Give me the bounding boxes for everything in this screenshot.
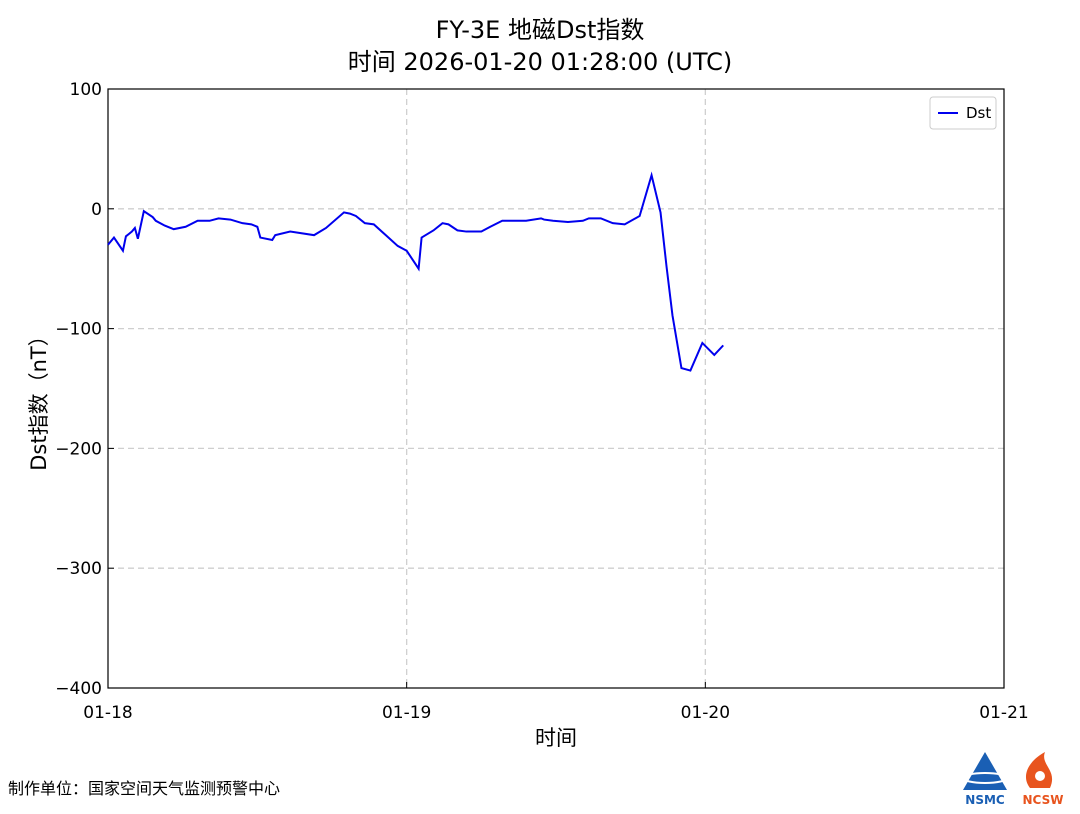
logo-ncsw: NCSW (1023, 752, 1064, 807)
y-tick-label: −300 (55, 559, 102, 579)
y-tick-label: −100 (55, 320, 102, 340)
data-line (107, 171, 724, 372)
plot-frame (107, 88, 1005, 689)
chart-title: FY-3E 地磁Dst指数 (436, 16, 645, 44)
y-axis-label: Dst指数（nT） (27, 325, 51, 470)
legend-label: Dst (966, 104, 991, 122)
x-tick-label: 01-20 (681, 703, 730, 723)
y-tick-label: −400 (55, 679, 102, 699)
y-tick-label: 100 (70, 80, 102, 100)
x-tick-label: 01-21 (979, 703, 1028, 723)
logo-shape (963, 752, 1007, 790)
legend-box (929, 96, 997, 130)
x-axis-label: 时间 (535, 726, 577, 750)
x-tick-label: 01-18 (83, 703, 132, 723)
logo-shape (1025, 752, 1053, 788)
y-tick-label: −200 (55, 439, 102, 459)
chart-subtitle: 时间 2026-01-20 01:28:00 (UTC) (348, 48, 732, 76)
logo-nsmc: NSMC (962, 752, 1008, 807)
logo-shape (1035, 771, 1045, 781)
logo-text: NCSW (1023, 793, 1064, 807)
x-tick-label: 01-19 (382, 703, 431, 723)
footer-producer: 制作单位：国家空间天气监测预警中心 (8, 779, 280, 798)
logo-shape (962, 772, 1008, 784)
y-tick-label: 0 (91, 200, 102, 220)
logo-text: NSMC (965, 793, 1005, 807)
